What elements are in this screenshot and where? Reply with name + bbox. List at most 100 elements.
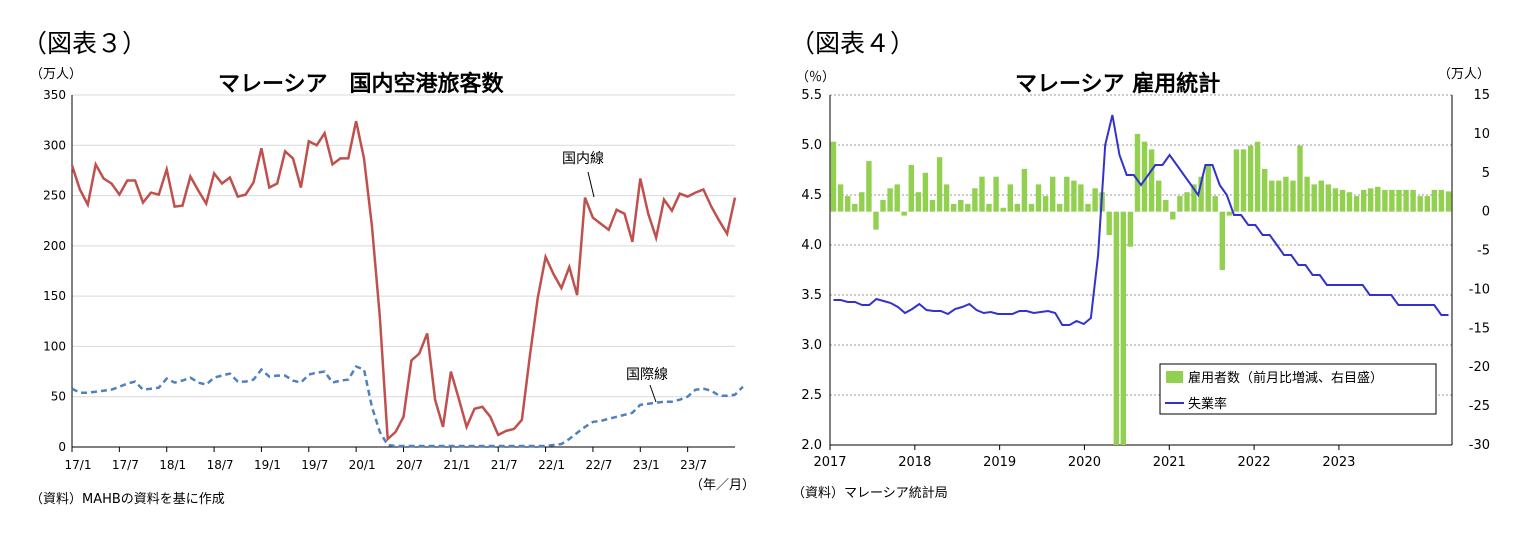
employment-bar — [859, 192, 865, 212]
employment-bar — [1191, 184, 1197, 212]
right-x-tick-label: 2022 — [1238, 455, 1271, 470]
left-x-tick-label: 22/7 — [585, 458, 612, 472]
employment-bar — [880, 200, 886, 212]
legend-box — [1159, 363, 1437, 415]
right-y-right-tick-label: -15 — [1469, 321, 1490, 336]
employment-bar — [830, 141, 837, 212]
left-y-tick-labels: 350 300 250 200 150 100 50 0 — [43, 88, 66, 454]
right-y-left-tick-label: 4.0 — [801, 238, 822, 253]
employment-bar — [915, 192, 922, 212]
employment-bar — [1078, 184, 1084, 212]
employment-bar — [972, 188, 978, 212]
figure-label-4: （図表４） — [790, 29, 916, 58]
right-x-tick-label: 2018 — [898, 455, 931, 470]
employment-bar — [1240, 149, 1247, 212]
right-chart-title: マレーシア 雇用統計 — [1015, 72, 1221, 97]
left-x-tick-label: 17/1 — [65, 458, 92, 472]
employment-bar — [986, 203, 992, 212]
employment-bar — [1127, 211, 1134, 247]
left-y-unit: （万人） — [30, 67, 83, 82]
employment-bar — [1113, 211, 1119, 445]
left-y-tick-label: 0 — [58, 440, 66, 454]
employment-bar — [894, 184, 900, 212]
employment-bar — [1092, 188, 1098, 212]
employment-bar — [1219, 211, 1225, 270]
employment-bar — [1276, 180, 1282, 212]
right-y-right-tick-label: 10 — [1473, 127, 1490, 142]
employment-bar — [1403, 189, 1409, 212]
annotation-international: 国際線 — [626, 367, 668, 383]
employment-bar — [958, 200, 964, 212]
employment-bar — [1325, 184, 1331, 212]
employment-bar — [1262, 168, 1268, 212]
employment-bar — [1014, 203, 1020, 212]
employment-bar — [1417, 196, 1423, 212]
right-y-left-tick-label: 3.5 — [801, 288, 822, 303]
right-y-left-tick-label: 2.5 — [801, 388, 822, 403]
right-y-left-tick-label: 5.5 — [801, 88, 822, 103]
employment-bar — [943, 184, 950, 212]
right-y-right-tick-label: 5 — [1482, 166, 1490, 181]
employment-bar — [1382, 189, 1388, 212]
employment-bar — [845, 196, 851, 212]
left-y-tick-label: 50 — [51, 390, 66, 404]
employment-bar — [1290, 180, 1296, 212]
employment-bar — [929, 200, 936, 212]
employment-bar — [852, 203, 858, 212]
right-y-right-tick-label: -25 — [1469, 399, 1490, 414]
right-y-right-tick-label: 15 — [1473, 88, 1490, 103]
left-chart-title: マレーシア 国内空港旅客数 — [218, 72, 504, 97]
employment-bar — [1141, 141, 1148, 212]
employment-bar — [1106, 211, 1112, 235]
right-y-right-tick-label: -10 — [1469, 282, 1490, 297]
employment-bar — [1311, 184, 1317, 212]
left-x-tick-labels: 17/1 17/7 18/1 18/7 19/1 19/7 20/1 20/7 21/1 21/7… — [65, 447, 707, 472]
employment-bar — [1212, 196, 1218, 212]
right-x-tick-label: 2021 — [1153, 455, 1186, 470]
employment-bar — [1134, 133, 1141, 212]
right-y-left-tick-label: 3.0 — [801, 338, 822, 353]
employment-bar — [1000, 207, 1006, 212]
employment-bar — [1353, 196, 1360, 212]
employment-bar — [1226, 211, 1233, 216]
left-x-tick-label: 21/7 — [491, 458, 518, 472]
employment-bar — [1339, 189, 1346, 212]
left-x-tick-label: 18/7 — [207, 458, 234, 472]
right-y-left-tick-label: 2.0 — [801, 438, 822, 453]
employment-bar — [1120, 211, 1126, 445]
left-y-tick-label: 250 — [43, 189, 66, 203]
employment-bar — [1283, 176, 1289, 212]
employment-bar — [1424, 196, 1430, 212]
employment-bar — [1170, 211, 1176, 220]
unemployment-rate-line — [833, 114, 1449, 326]
left-x-tick-label: 20/7 — [396, 458, 423, 472]
legend-bar-swatch — [1166, 371, 1183, 383]
employment-bar — [1035, 184, 1042, 212]
right-y-tick-labels: 5.5 5.0 4.5 4.0 3.5 3.0 2.5 2.0 15 10 5 0 -5 -10 -15 -2… — [801, 88, 1490, 453]
left-y-tick-label: 150 — [43, 289, 66, 303]
employment-bar — [1269, 180, 1275, 212]
right-y-left-unit: （％） — [796, 70, 836, 85]
employment-bar — [1205, 165, 1211, 212]
left-x-tick-label: 23/1 — [633, 458, 660, 472]
left-x-tick-label: 19/1 — [254, 458, 281, 472]
right-y-right-unit: （万人） — [1438, 67, 1491, 82]
employment-bar — [951, 203, 957, 212]
international-series-line — [71, 364, 744, 448]
employment-bar — [1346, 192, 1353, 212]
left-x-tick-label: 17/7 — [112, 458, 139, 472]
employment-bar — [1375, 186, 1381, 212]
right-source-note: （資料）マレーシア統計局 — [792, 486, 948, 501]
employment-bar — [1050, 176, 1056, 212]
employment-bar — [965, 203, 971, 212]
employment-bar — [993, 176, 999, 212]
employment-bar — [1410, 189, 1416, 212]
left-x-unit: （年／月） — [690, 478, 756, 493]
left-y-tick-label: 350 — [43, 88, 66, 102]
legend-line-label: 失業率 — [1188, 396, 1227, 412]
employment-bar — [1177, 196, 1183, 212]
employment-bar — [908, 165, 914, 212]
right-y-right-tick-label: -5 — [1477, 244, 1490, 259]
right-y-right-tick-label: -20 — [1469, 360, 1490, 375]
